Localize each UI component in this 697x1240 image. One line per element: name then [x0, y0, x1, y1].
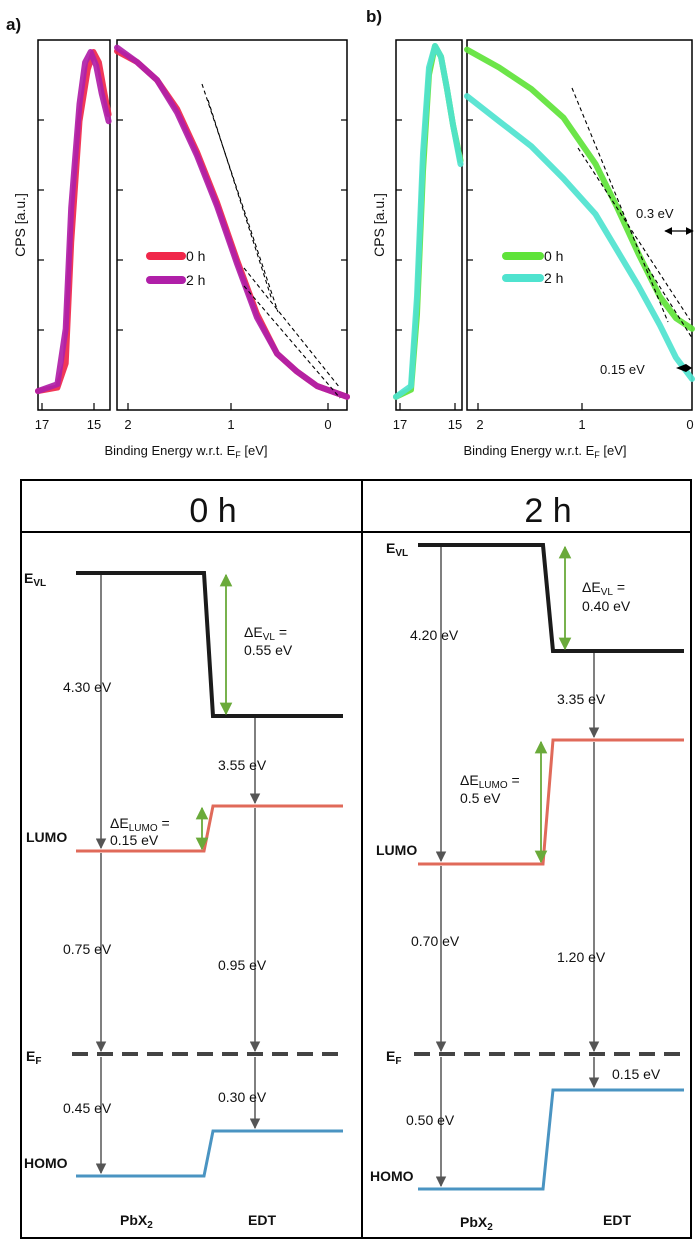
panel-b-tick-2: 2 — [476, 417, 483, 432]
value-left-mid: 0.75 eV — [63, 941, 112, 957]
panel-b-label: b) — [366, 7, 382, 26]
legend-label-2h: 2 h — [186, 272, 205, 288]
panel-b-xlabel: Binding Energy w.r.t. EF [eV] — [463, 443, 626, 460]
homo-line — [76, 1129, 343, 1178]
value-right-bot: 0.15 eV — [612, 1066, 661, 1082]
panel-a-ticks — [38, 119, 347, 410]
panel-a-ylabel: CPS [a.u.] — [12, 193, 28, 257]
diagram-0h: 0 h EVL LUMO EF HOMO 4.30 eV 0.75 eV 0.4… — [24, 492, 343, 1231]
value-right-bot: 0.30 eV — [218, 1089, 267, 1105]
panel-a-tick-0: 0 — [324, 417, 331, 432]
series-2h-line — [393, 43, 464, 400]
delta-evl-label: ΔEVL = — [244, 624, 287, 643]
delta-evl-label: ΔEVL = — [582, 579, 625, 598]
ef-label: EF — [26, 1048, 41, 1067]
delta-evl-value: 0.40 eV — [582, 598, 631, 614]
panel-b-tick-17: 17 — [393, 417, 407, 432]
panel-b: b) CPS [a.u.] 17 15 2 1 0 Binding Energy… — [366, 7, 695, 460]
delta-lumo-value: 0.15 eV — [110, 832, 159, 848]
panel-b-legend: 0 h 2 h — [502, 248, 563, 286]
material-right: EDT — [248, 1212, 276, 1228]
diagram-title: 2 h — [524, 492, 571, 530]
lumo-line — [418, 738, 684, 866]
panel-b-cutoff-curves — [393, 43, 464, 400]
lumo-label: LUMO — [26, 829, 67, 845]
delta-lumo-label: ΔELUMO = — [110, 815, 170, 834]
material-right: EDT — [603, 1212, 631, 1228]
panel-b-valence-curves — [464, 46, 695, 382]
panel-a-tick-2: 2 — [124, 417, 131, 432]
vacuum-level-line — [76, 571, 343, 718]
annotation-0-3-ev: 0.3 eV — [636, 206, 674, 221]
evl-label: EVL — [386, 540, 408, 559]
panel-a-label: a) — [6, 15, 21, 34]
homo-label: HOMO — [370, 1168, 414, 1184]
panel-a-valence-frame — [116, 39, 348, 411]
diagram-title: 0 h — [189, 492, 236, 530]
panel-b-tick-1: 1 — [578, 417, 585, 432]
evl-label: EVL — [24, 570, 46, 589]
legend-label-0h: 0 h — [186, 248, 205, 264]
value-right-mid: 0.95 eV — [218, 957, 267, 973]
panel-a-tick-1: 1 — [227, 417, 234, 432]
panel-a-valence-curves — [114, 44, 350, 400]
series-2h-line — [35, 49, 112, 395]
series-0h-line — [464, 46, 695, 332]
panel-a-tick-15: 15 — [87, 417, 101, 432]
material-left: PbX2 — [120, 1212, 153, 1231]
panel-a-tick-17: 17 — [35, 417, 49, 432]
series-0h-line — [114, 48, 350, 400]
series-2h-line — [464, 93, 695, 382]
legend-label-0h: 0 h — [544, 248, 563, 264]
material-left: PbX2 — [460, 1214, 493, 1233]
delta-evl-value: 0.55 eV — [244, 642, 293, 658]
value-left-bot: 0.50 eV — [406, 1112, 455, 1128]
panel-b-ticks — [396, 119, 583, 410]
value-left-bot: 0.45 eV — [63, 1100, 112, 1116]
panel-a: a) CPS [a.u.] 17 15 2 1 0 Binding Energy… — [6, 15, 350, 460]
panel-a-fit-lines — [201, 83, 341, 399]
panel-a-legend: 0 h 2 h — [146, 248, 205, 288]
series-2h-line — [114, 44, 350, 400]
delta-lumo-value: 0.5 eV — [460, 790, 501, 806]
panel-a-cutoff-frame — [37, 39, 111, 411]
diagram-2h: 2 h EVL LUMO EF HOMO 4.20 eV 0.70 eV 0.5… — [370, 492, 684, 1233]
legend-label-2h: 2 h — [544, 270, 563, 286]
value-left-mid: 0.70 eV — [411, 933, 460, 949]
value-right-mid: 1.20 eV — [557, 949, 606, 965]
lumo-line — [76, 804, 343, 853]
homo-label: HOMO — [24, 1155, 68, 1171]
panel-a-cutoff-curves — [35, 49, 112, 395]
value-right-top: 3.35 eV — [557, 691, 606, 707]
value-left-top: 4.30 eV — [63, 679, 112, 695]
delta-lumo-label: ΔELUMO = — [460, 772, 520, 791]
panel-b-tick-15: 15 — [448, 417, 462, 432]
panel-b-valence-frame — [466, 39, 693, 411]
homo-line — [418, 1088, 684, 1191]
panel-a-xlabel: Binding Energy w.r.t. EF [eV] — [104, 443, 267, 460]
panel-b-tick-0: 0 — [686, 417, 693, 432]
annotation-0-15-ev: 0.15 eV — [600, 362, 645, 377]
panel-b-ylabel: CPS [a.u.] — [371, 193, 387, 257]
vacuum-level-line — [418, 543, 684, 653]
ef-label: EF — [386, 1048, 401, 1067]
panel-b-fit-lines — [571, 87, 693, 339]
value-left-top: 4.20 eV — [410, 627, 459, 643]
annotation-0-15-ev-marker — [676, 364, 692, 372]
lumo-label: LUMO — [376, 842, 417, 858]
value-right-top: 3.55 eV — [218, 757, 267, 773]
energy-diagram-box — [20, 479, 692, 1239]
panel-b-cutoff-frame — [395, 39, 463, 411]
